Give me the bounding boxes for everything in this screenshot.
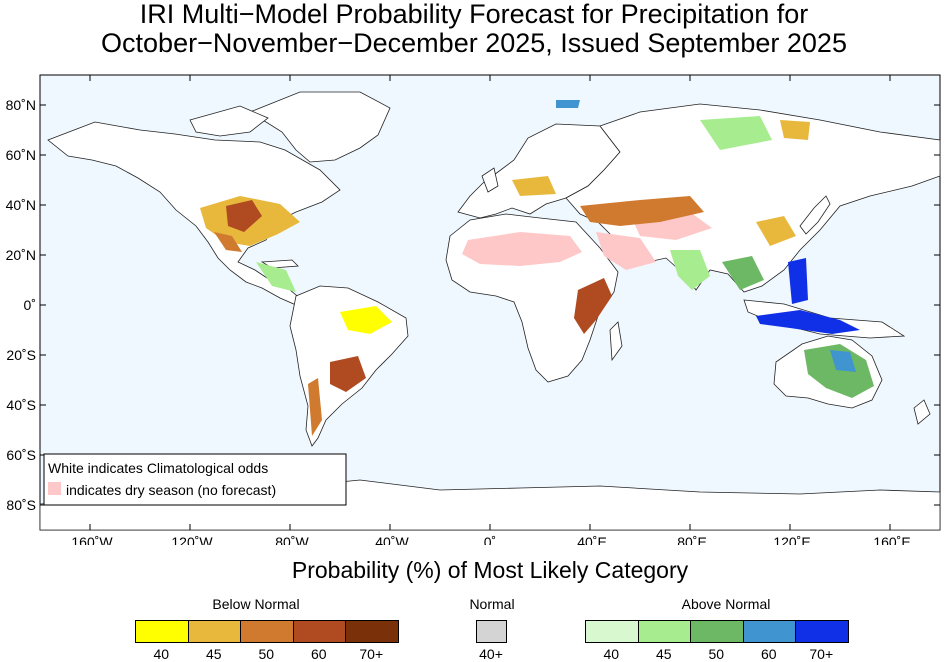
above-normal-swatch bbox=[742, 620, 796, 643]
land-arctic-islands bbox=[189, 105, 269, 137]
above-normal-arctic bbox=[556, 100, 580, 108]
above-normal-swatch bbox=[795, 620, 849, 643]
below-normal-east-africa bbox=[574, 278, 612, 334]
dry-season-sahara bbox=[462, 232, 582, 266]
title-line-1: IRI Multi−Model Probability Forecast for… bbox=[139, 0, 809, 29]
above-normal-australia-core bbox=[830, 350, 856, 372]
lon-label: 40˚E bbox=[577, 534, 607, 545]
land-greenland bbox=[249, 91, 391, 163]
normal-swatch bbox=[476, 620, 507, 643]
lon-label: 80˚E bbox=[677, 534, 707, 545]
lat-label: 40˚N bbox=[6, 197, 36, 213]
above-normal-central-america bbox=[256, 262, 296, 292]
above-normal-australia bbox=[804, 344, 874, 398]
above-normal-southeast-asia bbox=[722, 256, 764, 290]
below-normal-siberia bbox=[780, 120, 810, 140]
lat-label: 0˚ bbox=[24, 297, 36, 313]
lon-label: 80˚W bbox=[275, 534, 309, 545]
lon-label: 160˚W bbox=[71, 534, 113, 545]
lat-label: 40˚S bbox=[6, 397, 36, 413]
above-normal-swatch bbox=[690, 620, 744, 643]
above-normal-tick: 40 bbox=[603, 646, 620, 662]
above-normal-swatch bbox=[585, 620, 639, 643]
land-uk bbox=[481, 167, 499, 193]
below-normal-argentina bbox=[308, 378, 322, 436]
forecast-shading bbox=[200, 100, 874, 436]
above-normal-philippines bbox=[788, 258, 808, 304]
lat-label: 80˚N bbox=[6, 97, 36, 113]
below-normal-east-china bbox=[756, 216, 796, 246]
below-normal-swatch bbox=[187, 620, 241, 643]
below-normal-tick: 60 bbox=[310, 646, 327, 662]
land-new-zealand bbox=[913, 399, 931, 425]
lon-label: 120˚W bbox=[171, 534, 213, 545]
map-title: IRI Multi−Model Probability Forecast for… bbox=[0, 0, 948, 58]
lat-label: 20˚N bbox=[6, 247, 36, 263]
land-japan bbox=[799, 195, 831, 235]
below-normal-label: Below Normal bbox=[212, 596, 300, 612]
above-normal-swatch bbox=[637, 620, 691, 643]
above-normal-india bbox=[670, 250, 710, 290]
below-normal-mexico bbox=[214, 232, 242, 252]
above-normal-maritime bbox=[756, 310, 860, 334]
above-normal-tick: 60 bbox=[760, 646, 777, 662]
below-normal-swatch bbox=[240, 620, 294, 643]
below-normal-tick: 45 bbox=[205, 646, 222, 662]
lon-labels: 160˚W 120˚W 80˚W 40˚W 0˚ 40˚E 80˚E 120˚E… bbox=[71, 534, 910, 545]
lon-label: 160˚E bbox=[873, 534, 910, 545]
below-normal-central-asia bbox=[580, 196, 704, 226]
above-normal-tick: 70+ bbox=[809, 646, 834, 662]
below-normal-swatch bbox=[135, 620, 189, 643]
legend-line-1: White indicates Climatological odds bbox=[48, 460, 268, 476]
axis-ticks bbox=[40, 75, 940, 530]
below-normal-amazon bbox=[340, 306, 392, 334]
lat-labels: 80˚N 60˚N 40˚N 20˚N 0˚ 20˚S 40˚S 60˚S 80… bbox=[6, 97, 36, 513]
below-normal-swatch bbox=[292, 620, 346, 643]
lon-label: 120˚E bbox=[773, 534, 810, 545]
above-normal-tick: 50 bbox=[708, 646, 725, 662]
below-normal-tick: 70+ bbox=[359, 646, 384, 662]
above-normal-north-asia bbox=[700, 116, 772, 150]
lat-label: 60˚S bbox=[6, 447, 36, 463]
lon-label: 40˚W bbox=[375, 534, 409, 545]
below-normal-south-brazil bbox=[330, 356, 366, 392]
dry-season-arabia bbox=[596, 232, 656, 270]
title-line-2: October−November−December 2025, Issued S… bbox=[101, 28, 847, 58]
below-normal-europe bbox=[512, 176, 556, 196]
legend-line-2: indicates dry season (no forecast) bbox=[66, 482, 276, 498]
x-axis-title: Probability (%) of Most Likely Category bbox=[291, 557, 689, 583]
below-normal-tick: 50 bbox=[258, 646, 275, 662]
world-map: 80˚N 60˚N 40˚N 20˚N 0˚ 20˚S 40˚S 60˚S 80… bbox=[6, 74, 941, 545]
normal-tick: 40+ bbox=[479, 646, 503, 662]
lat-label: 60˚N bbox=[6, 147, 36, 163]
normal-label: Normal bbox=[469, 596, 515, 612]
lat-label: 80˚S bbox=[6, 497, 36, 513]
lon-label: 0˚ bbox=[484, 534, 496, 545]
below-normal-swatch bbox=[345, 620, 399, 643]
land-madagascar bbox=[609, 321, 623, 362]
lat-label: 20˚S bbox=[6, 347, 36, 363]
above-normal-label: Above Normal bbox=[681, 596, 771, 612]
map-legend: White indicates Climatological odds indi… bbox=[43, 453, 347, 506]
dry-season-swatch bbox=[48, 482, 61, 495]
legend-box bbox=[43, 453, 347, 506]
below-normal-tick: 40 bbox=[153, 646, 170, 662]
below-normal-us-core bbox=[226, 200, 262, 232]
land-asia bbox=[565, 103, 941, 293]
above-normal-tick: 45 bbox=[655, 646, 672, 662]
